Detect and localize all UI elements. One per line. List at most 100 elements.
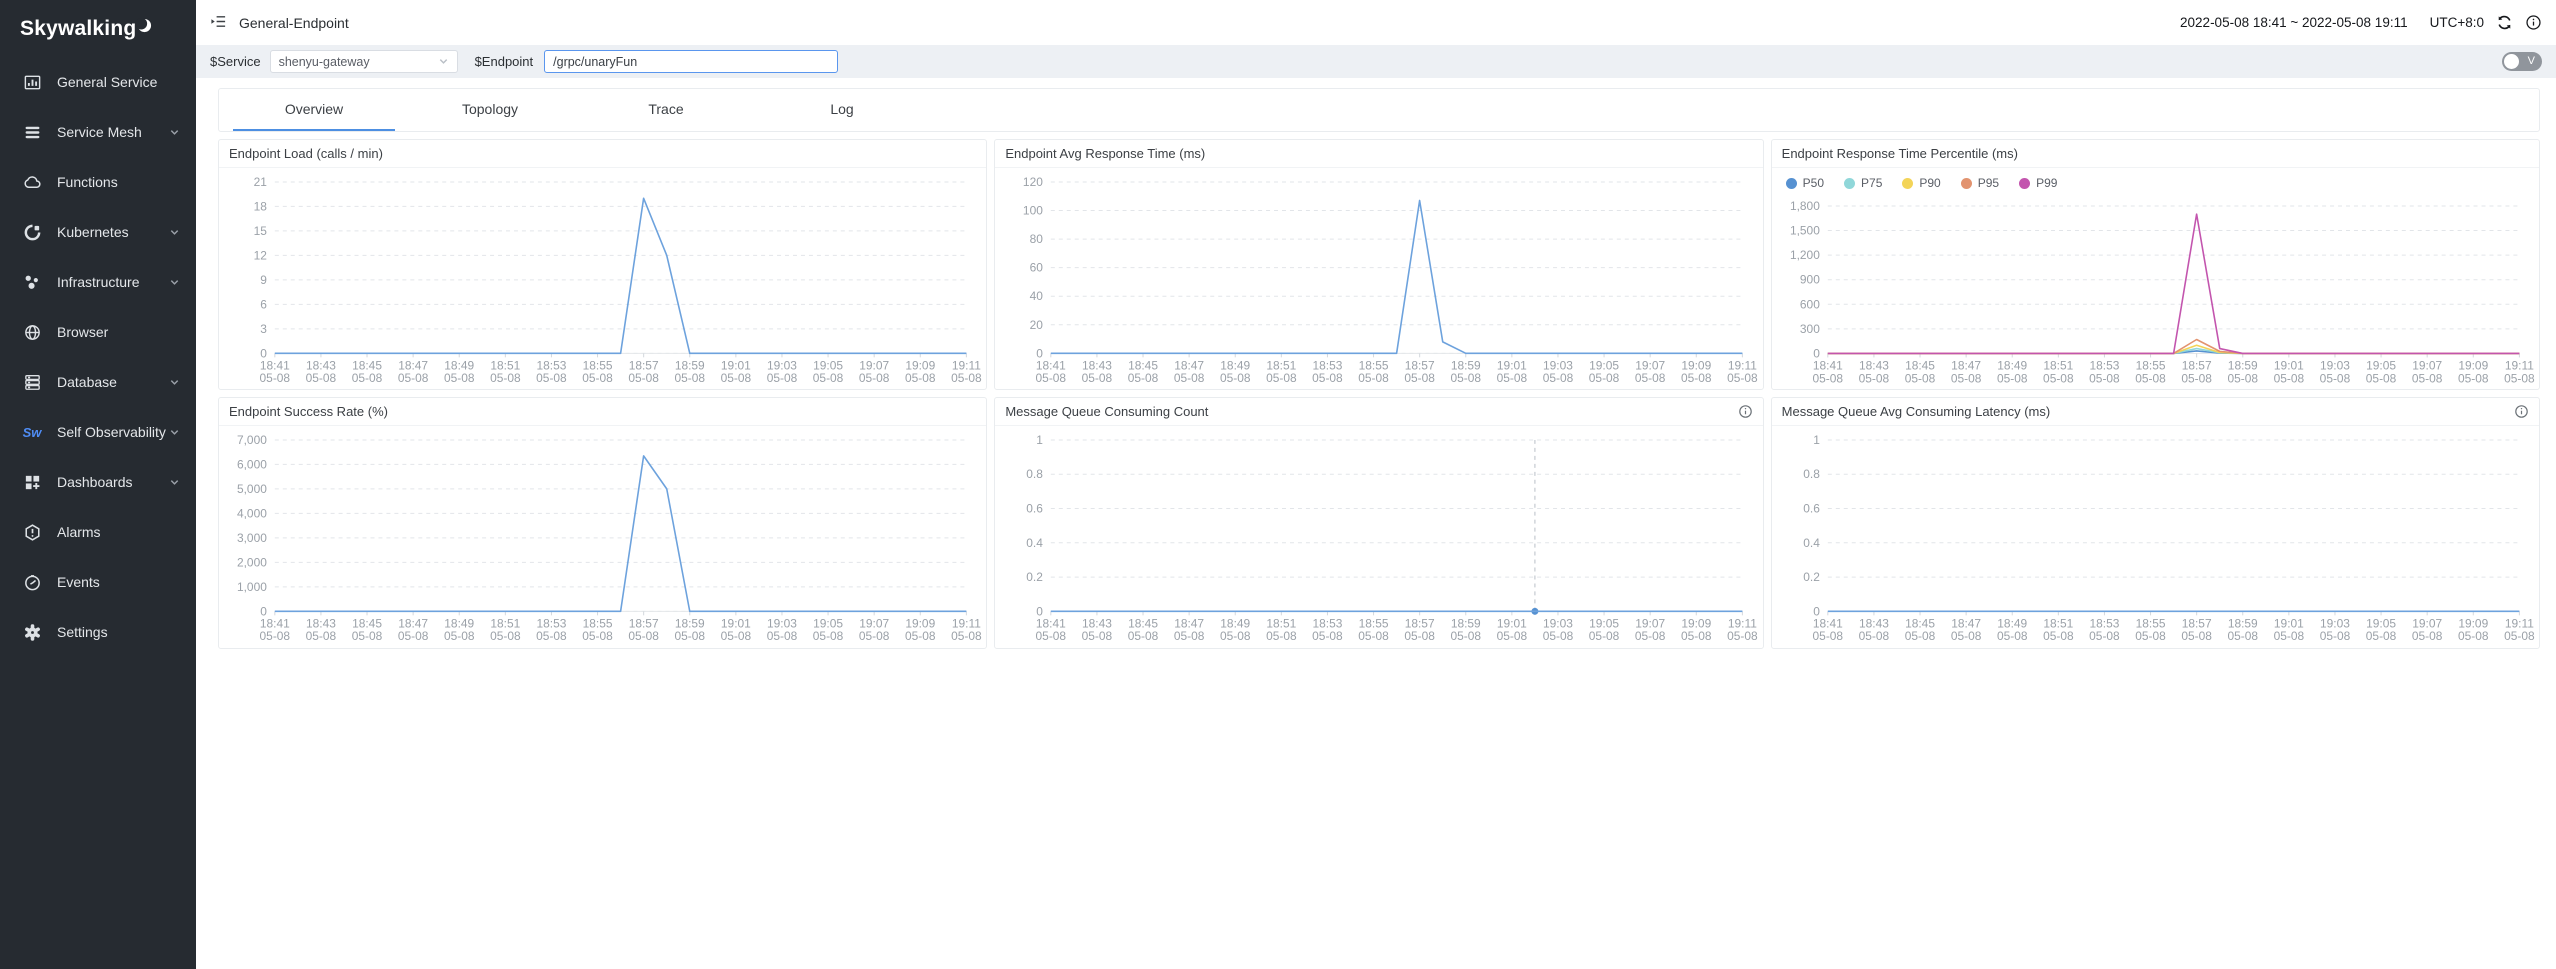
toggle-knob (2504, 54, 2519, 69)
sidebar-item-self-observability[interactable]: Sw Self Observability (0, 407, 196, 457)
chart-plot[interactable]: 0 0.2 0.4 0.6 0.8 1 18:41 05-08 18:43 05-08 18:45 0… (1772, 426, 2539, 647)
tab-topology[interactable]: Topology (461, 101, 519, 117)
svg-text:0.8: 0.8 (1027, 468, 1044, 482)
svg-text:3: 3 (260, 322, 267, 336)
svg-text:4,000: 4,000 (237, 507, 267, 521)
svg-text:5,000: 5,000 (237, 482, 267, 496)
time-range[interactable]: 2022-05-08 18:41 ~ 2022-05-08 19:11 (2180, 15, 2408, 30)
sidebar-item-label: Dashboards (57, 474, 133, 490)
chart-card-endpoint-success-rate: Endpoint Success Rate (%) 0 1,000 2,000 3,00… (218, 397, 988, 649)
svg-text:0.8: 0.8 (1803, 468, 1820, 482)
chevron-down-icon (169, 277, 180, 288)
sidebar-item-infrastructure[interactable]: Infrastructure (0, 257, 196, 307)
legend-item-p95[interactable]: P95 (1960, 176, 1999, 190)
sidebar-item-database[interactable]: Database (0, 357, 196, 407)
sidebar-menu: General Service Service Mesh Functions (0, 57, 196, 657)
svg-text:1,500: 1,500 (1790, 224, 1820, 238)
refresh-icon[interactable] (2496, 14, 2513, 31)
legend-item-p75[interactable]: P75 (1844, 176, 1882, 190)
service-select[interactable]: shenyu-gateway (269, 50, 458, 73)
sidebar-item-settings[interactable]: Settings (0, 607, 196, 657)
svg-text:9: 9 (260, 273, 267, 287)
chart-plot[interactable]: 0 20 40 60 80 100 120 18:41 05-08 18:43 05-08 18:45… (995, 168, 1762, 389)
svg-text:0: 0 (260, 346, 267, 360)
chart-title: Endpoint Load (calls / min) (229, 146, 383, 161)
chart-plot[interactable]: 0 0.2 0.4 0.6 0.8 1 18:41 05-08 18:43 05-08 18:45 0… (995, 426, 1762, 647)
sidebar-item-dashboards[interactable]: Dashboards (0, 457, 196, 507)
svg-text:600: 600 (1800, 297, 1820, 311)
chart-info-icon[interactable] (1738, 404, 1753, 419)
tab-trace[interactable]: Trace (648, 101, 684, 117)
legend-item-p90[interactable]: P90 (1902, 176, 1941, 190)
tab-overview[interactable]: Overview (233, 89, 395, 131)
sidebar-item-kubernetes[interactable]: Kubernetes (0, 207, 196, 257)
chart-plot[interactable]: 0 1,000 2,000 3,000 4,000 5,000 6,000 7,000 18:4… (219, 426, 986, 647)
svg-text:12: 12 (254, 248, 268, 262)
timezone[interactable]: UTC+8:0 (2429, 15, 2484, 30)
chart-plot[interactable]: 0 3 6 9 12 15 18 21 18:41 05-08 18:43 05-08 18:45 05-… (219, 168, 986, 389)
legend-item-p50[interactable]: P50 (1785, 176, 1824, 190)
sidebar-item-events[interactable]: Events (0, 557, 196, 607)
sidebar-item-alarms[interactable]: Alarms (0, 507, 196, 557)
endpoint-input[interactable] (544, 50, 839, 73)
sidebar-item-label: Functions (57, 174, 118, 190)
svg-text:1: 1 (1037, 433, 1044, 447)
legend-item-p99[interactable]: P99 (2019, 176, 2057, 190)
sidebar-item-label: Self Observability (57, 424, 166, 440)
chart-legend: P50 P75 P90 P95 P99 (1772, 168, 2539, 198)
sidebar-item-general-service[interactable]: General Service (0, 57, 196, 107)
collapse-sidebar-icon[interactable] (210, 13, 227, 33)
sidebar-item-label: Events (57, 574, 100, 590)
chevron-down-icon (169, 377, 180, 388)
svg-text:3,000: 3,000 (237, 531, 267, 545)
svg-text:1,200: 1,200 (1790, 248, 1820, 262)
svg-text:0: 0 (1037, 605, 1044, 619)
svg-text:1: 1 (1813, 433, 1820, 447)
sidebar-item-service-mesh[interactable]: Service Mesh (0, 107, 196, 157)
svg-text:0.4: 0.4 (1027, 536, 1044, 550)
sidebar-item-label: Database (57, 374, 117, 390)
info-icon[interactable] (2525, 14, 2542, 31)
service-label: $Service (210, 54, 261, 69)
tab-log[interactable]: Log (830, 101, 854, 117)
chart-info-icon[interactable] (2514, 404, 2529, 419)
server-icon (22, 372, 42, 392)
chevron-down-icon (169, 427, 180, 438)
edit-mode-toggle[interactable]: V (2502, 52, 2542, 71)
legend-label: P99 (2036, 176, 2058, 190)
sidebar-item-browser[interactable]: Browser (0, 307, 196, 357)
sidebar-item-functions[interactable]: Functions (0, 157, 196, 207)
sidebar-item-label: Service Mesh (57, 124, 142, 140)
svg-text:2,000: 2,000 (237, 556, 267, 570)
legend-label: P90 (1919, 176, 1941, 190)
legend-dot (1960, 177, 1972, 189)
chart-plot[interactable]: 0 300 600 900 1,200 1,500 1,800 18:41 05-08 18:43… (1772, 198, 2539, 389)
svg-text:0: 0 (1813, 605, 1820, 619)
legend-dot (1902, 177, 1914, 189)
